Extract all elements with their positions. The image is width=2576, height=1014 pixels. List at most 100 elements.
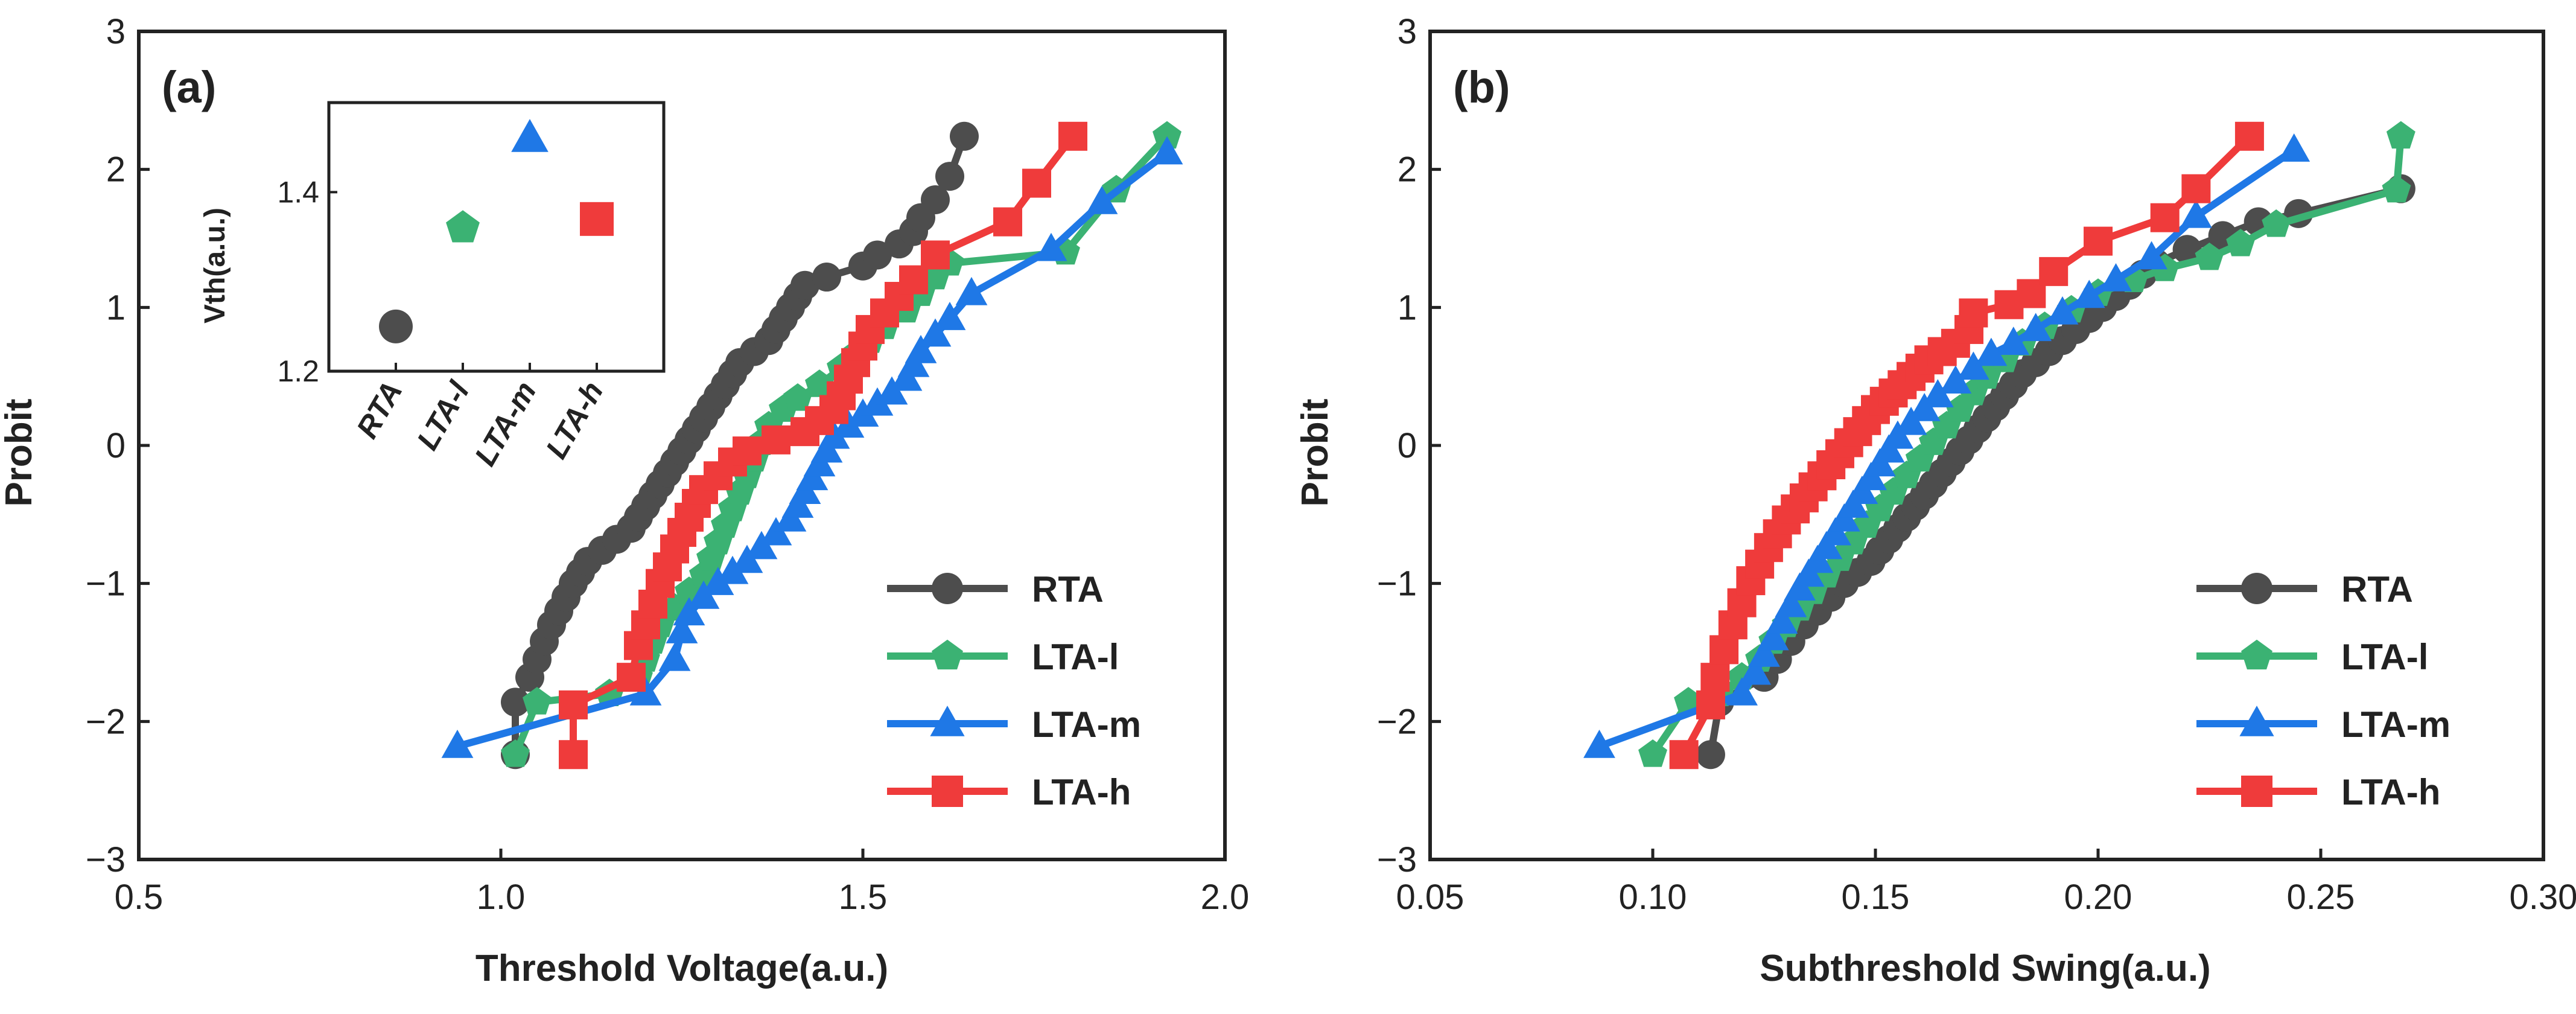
data-point	[2278, 133, 2310, 162]
legend-marker	[2241, 639, 2272, 670]
y-tick-label: −2	[86, 702, 126, 741]
inset-y-axis-title: Vth(a.u.)	[199, 208, 231, 324]
x-tick-label: 0.20	[2064, 878, 2132, 917]
y-tick-label: −1	[86, 564, 126, 604]
legend: RTA LTA-l LTA-m LTA-h	[2196, 569, 2450, 812]
data-point	[2136, 241, 2167, 270]
plot-frame	[137, 30, 1227, 861]
y-tick-label: 1	[106, 288, 126, 327]
data-point	[617, 663, 646, 692]
data-point	[1757, 622, 1789, 651]
data-point	[933, 302, 966, 330]
inset-frame	[327, 101, 666, 373]
legend-item-rta: RTA	[2196, 569, 2413, 610]
data-point	[733, 436, 762, 466]
data-point	[1153, 121, 1181, 149]
legend-item-lta-h: LTA-h	[887, 772, 1131, 812]
data-point	[1696, 740, 1725, 770]
legend-marker	[932, 776, 963, 807]
data-point	[847, 398, 879, 427]
x-axis-title: Threshold Voltage(a.u.)	[475, 948, 888, 989]
data-point	[1766, 605, 1798, 634]
legend-item-lta-l: LTA-l	[2196, 637, 2428, 677]
y-tick-label: 2	[1398, 150, 1417, 190]
inset-point-lta-h	[580, 202, 614, 236]
series-rta	[501, 121, 979, 770]
data-point	[1669, 740, 1699, 770]
y-axis-title-text: Probit	[1294, 398, 1336, 506]
inset-point-lta-l	[446, 210, 480, 243]
y-axis-title: Probit	[0, 398, 40, 506]
x-tick-label: 0.25	[2287, 878, 2355, 917]
y-tick-label: −2	[1377, 702, 1417, 741]
data-point	[2382, 174, 2411, 203]
legend-label: LTA-m	[1032, 704, 1141, 745]
inset-category-label: LTA-m	[468, 376, 543, 472]
data-point	[559, 740, 588, 770]
legend-marker	[932, 639, 963, 670]
data-point	[1151, 136, 1183, 165]
data-point	[1997, 327, 2030, 355]
x-tick-label: 0.5	[115, 878, 164, 917]
legend-item-lta-m: LTA-m	[2196, 704, 2450, 745]
y-tick-label: 3	[1398, 12, 1417, 51]
y-tick-label: −1	[1377, 564, 1417, 604]
data-point	[935, 162, 964, 191]
series-lta-h	[559, 121, 1087, 770]
panel-a-chart: Probit Threshold Voltage(a.u.) 0.5 1.0 1.5…	[0, 12, 1249, 989]
inset-category-label: RTA	[350, 376, 409, 444]
data-point	[2172, 235, 2202, 264]
series-layer	[1583, 121, 2415, 770]
data-point	[716, 555, 749, 584]
legend-marker	[932, 573, 963, 604]
data-point	[1709, 635, 1739, 665]
data-point	[921, 185, 950, 214]
y-tick-label: −3	[1377, 840, 1417, 879]
y-tick-label: 1	[1398, 288, 1417, 327]
data-point	[2150, 203, 2180, 232]
y-tick-label: 2	[106, 150, 126, 190]
inset-category-label: LTA-h	[539, 376, 610, 465]
data-point	[955, 276, 988, 305]
y-axis-title: Probit	[1294, 398, 1336, 506]
legend-label: RTA	[1032, 569, 1104, 610]
data-point	[2195, 242, 2224, 270]
data-point	[673, 597, 705, 626]
data-point	[1775, 588, 1807, 617]
legend-label: LTA-h	[2341, 772, 2440, 812]
legend-label: RTA	[2341, 569, 2413, 610]
data-point	[666, 615, 698, 643]
inset-y-tick-label: 1.2	[277, 354, 319, 388]
data-point	[1696, 690, 1725, 719]
y-tick-label: 0	[106, 426, 126, 465]
series-lta-m	[441, 136, 1183, 758]
panel-label: (b)	[1453, 62, 1510, 112]
data-point	[501, 739, 530, 767]
inset-points	[379, 119, 614, 343]
series-lta-h	[1669, 121, 2264, 770]
data-point	[790, 270, 819, 300]
data-point	[1035, 232, 1067, 261]
inset-category-label: LTA-l	[410, 375, 476, 456]
y-axis-title-text: Probit	[0, 398, 40, 506]
inset-point-rta	[379, 309, 413, 343]
data-point	[905, 334, 937, 363]
data-point	[1058, 121, 1087, 151]
y-tick-label: −3	[86, 840, 126, 879]
data-point	[1748, 638, 1780, 667]
legend-label: LTA-m	[2341, 704, 2450, 745]
data-point	[2039, 257, 2069, 286]
y-tick-label: 0	[1398, 426, 1417, 465]
data-point	[1726, 677, 1758, 706]
series-layer	[441, 121, 1183, 770]
legend-item-lta-h: LTA-h	[2196, 772, 2440, 812]
data-point	[950, 121, 979, 151]
data-point	[863, 240, 892, 270]
data-point	[2046, 296, 2079, 325]
legend-item-lta-l: LTA-l	[887, 637, 1119, 677]
data-point	[812, 263, 841, 292]
x-tick-label: 2.0	[1201, 878, 1250, 917]
data-point	[783, 383, 812, 411]
x-axis-title: Subthreshold Swing(a.u.)	[1760, 948, 2210, 989]
